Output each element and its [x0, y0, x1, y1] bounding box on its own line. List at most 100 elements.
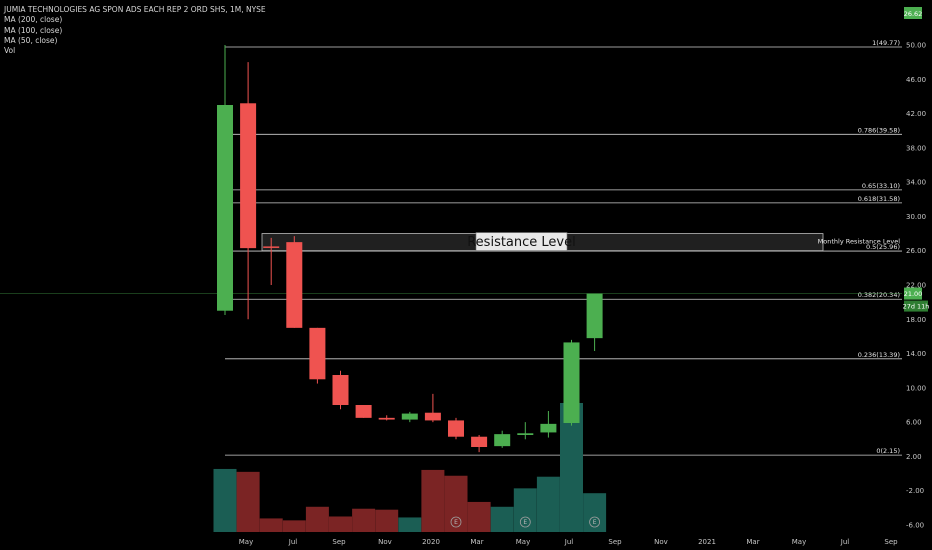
fib-label: 1(49.77): [872, 39, 900, 47]
y-tick-label: 46.00: [906, 76, 926, 84]
candle-body: [540, 423, 557, 433]
fib-label: 0.65(33.10): [862, 182, 900, 190]
indicator-ma50[interactable]: MA (50, close): [4, 35, 58, 45]
price-axis: [902, 0, 932, 550]
y-tick-label: -2.00: [906, 487, 924, 495]
earnings-label: E: [593, 519, 597, 526]
x-tick-label: 2020: [422, 538, 440, 546]
fib-label: 0.236(13.39): [858, 351, 900, 359]
y-tick-label: 14.00: [906, 350, 926, 358]
candle-body: [424, 412, 441, 421]
volume-bar: [305, 506, 329, 532]
volume-bar: [213, 468, 237, 532]
y-tick-label: 6.00: [906, 419, 922, 427]
top-price-tag-text: 26.62: [904, 10, 923, 18]
indicator-vol[interactable]: Vol: [4, 46, 16, 56]
y-tick-label: -6.00: [906, 522, 924, 530]
x-tick-label: Jul: [564, 538, 574, 546]
indicator-ma100[interactable]: MA (100, close): [4, 25, 63, 35]
volume-bar: [467, 501, 491, 532]
candle-body: [586, 293, 603, 339]
y-tick-label: 42.00: [906, 110, 926, 118]
x-tick-label: May: [239, 538, 253, 546]
x-tick-label: 2021: [698, 538, 716, 546]
chart-legend: JUMIA TECHNOLOGIES AG SPON ADS EACH REP …: [4, 5, 266, 56]
earnings-marker: [589, 516, 600, 528]
y-tick-label: 50.00: [906, 42, 926, 50]
x-tick-label: May: [792, 538, 806, 546]
volume-bar: [398, 517, 422, 532]
x-tick-label: Mar: [746, 538, 759, 546]
earnings-marker: [450, 516, 462, 528]
candle-body: [471, 436, 488, 447]
candle-body: [263, 246, 280, 248]
volume-bar: [259, 518, 283, 532]
volume-bar: [329, 516, 352, 532]
top-price-tag: [904, 7, 922, 19]
x-tick-label: Mar: [470, 538, 483, 546]
volume-bar: [282, 520, 306, 532]
symbol-title[interactable]: JUMIA TECHNOLOGIES AG SPON ADS EACH REP …: [4, 5, 266, 14]
volume-bar: [352, 508, 376, 532]
fib-label: 0.382(20.34): [858, 291, 900, 299]
candles: [217, 45, 603, 453]
candle-body: [355, 405, 372, 418]
candle-body: [448, 420, 464, 437]
candle-body: [517, 433, 534, 435]
y-tick-label: 10.00: [906, 384, 926, 392]
volume-bar: [583, 493, 607, 532]
candle-body: [286, 242, 303, 328]
y-tick-label: 38.00: [906, 144, 926, 152]
fib-label: 0.618(31.58): [858, 195, 900, 203]
candle-body: [240, 103, 257, 249]
fib-label: 0(2.15): [876, 447, 900, 455]
resistance-label-box: [475, 232, 568, 251]
volume-bar: [421, 469, 445, 532]
x-tick-label: Nov: [654, 538, 668, 546]
volume-bars: [213, 402, 607, 532]
indicator-ma200[interactable]: MA (200, close): [4, 15, 63, 25]
countdown-tag-text: 27d 11h: [903, 303, 930, 311]
candle-body: [378, 417, 395, 420]
fib-label: 0.5(25.96): [866, 243, 900, 251]
axes: -6.00 -2.00 2.00 6.00 10.00 14.00 18.00 22.00 26…: [239, 0, 932, 550]
x-tick-label: May: [516, 538, 530, 546]
last-price-tag-text: 21.00: [904, 290, 923, 298]
y-tick-label: 2.00: [906, 453, 922, 461]
x-tick-label: Jul: [288, 538, 298, 546]
x-tick-label: Nov: [378, 538, 392, 546]
volume-bar: [444, 475, 468, 532]
volume-bar: [236, 471, 260, 532]
candle-body: [563, 342, 580, 423]
last-price-tag: [904, 287, 922, 300]
volume-bar: [375, 509, 399, 532]
candle-body: [401, 413, 418, 420]
x-tick-label: Sep: [332, 538, 346, 546]
candle-body: [217, 105, 233, 311]
y-tick-label: 18.00: [906, 316, 926, 324]
earnings-label: E: [454, 519, 458, 526]
monthly-resistance-label: Monthly Resistance Level: [818, 238, 901, 246]
x-tick-label: Sep: [608, 538, 622, 546]
volume-bar: [513, 488, 537, 532]
fib-label: 0.786(39.58): [858, 126, 900, 134]
x-tick-label: Sep: [884, 538, 898, 546]
y-tick-label: 34.00: [906, 179, 926, 187]
earnings-marker: [519, 516, 531, 528]
candle-body: [309, 327, 326, 380]
candle-body: [494, 434, 511, 447]
volume-bar: [490, 506, 514, 532]
volume-bar: [536, 476, 560, 532]
earnings-label: E: [523, 519, 527, 526]
resistance-zone: Resistance Level Monthly Resistance Level: [261, 232, 901, 252]
countdown-tag: [904, 300, 928, 312]
volume-bar: [560, 402, 583, 532]
y-tick-label: 30.00: [906, 213, 926, 221]
resistance-label: Resistance Level: [467, 235, 576, 250]
y-tick-label: 26.00: [906, 247, 926, 255]
candle-body: [332, 375, 349, 405]
y-tick-label: 22.00: [906, 282, 926, 290]
x-tick-label: Jul: [840, 538, 850, 546]
